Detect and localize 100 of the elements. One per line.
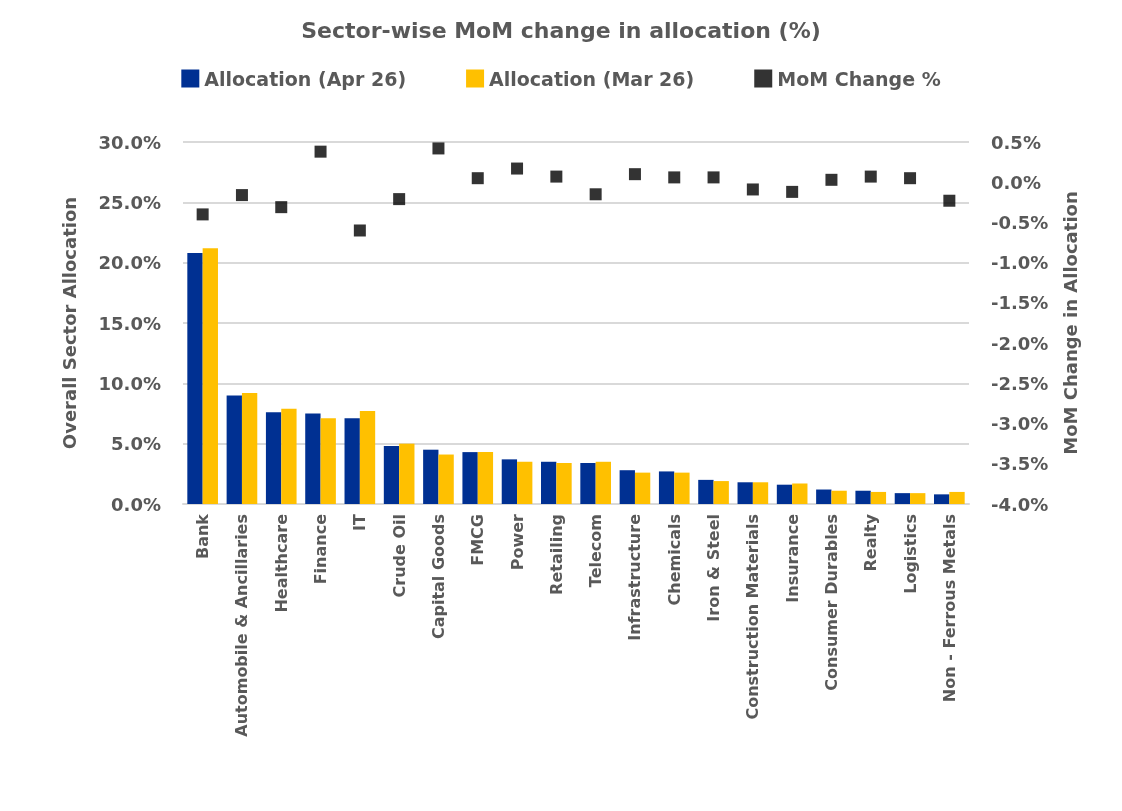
y2-tick-label: -1.5%	[991, 292, 1049, 314]
point	[707, 171, 720, 184]
point	[904, 172, 917, 185]
x-tick-label: Finance	[311, 513, 331, 585]
x-tick-label: Retailing	[546, 514, 566, 595]
y-tick-label: 5.0%	[111, 433, 161, 455]
bar	[580, 462, 596, 504]
point	[196, 208, 209, 221]
bar	[949, 491, 965, 504]
y2-tick-label: 0.5%	[991, 131, 1041, 153]
bar	[894, 493, 911, 504]
y-tick-label: 0.0%	[111, 493, 161, 515]
y2-tick-label: -0.5%	[991, 211, 1049, 233]
bar	[831, 490, 847, 504]
y2-axis-title: MoM Change in Allocation	[1059, 191, 1081, 455]
x-tick-label: Construction Materials	[743, 514, 763, 720]
bar	[816, 489, 832, 504]
bar	[226, 395, 242, 504]
bar	[399, 443, 415, 504]
y-axis-title: Overall Sector Allocation	[58, 196, 80, 450]
x-tick-label: Capital Goods	[428, 514, 448, 640]
y2-tick-label: -1.0%	[991, 252, 1049, 274]
bar	[634, 472, 651, 504]
bar	[674, 472, 690, 504]
bar	[305, 413, 321, 504]
bar	[383, 446, 400, 504]
x-tick-label: FMCG	[468, 514, 488, 566]
x-tick-label: Bank	[193, 513, 213, 560]
x-tick-label: Iron & Steel	[704, 514, 724, 622]
bar	[344, 418, 360, 504]
bar	[619, 470, 635, 504]
point	[511, 162, 524, 175]
y-tick-label: 15.0%	[98, 312, 161, 334]
bar	[359, 411, 376, 504]
x-tick-label: Telecom	[586, 514, 606, 588]
y-tick-label: 20.0%	[98, 252, 161, 274]
y-tick-label: 25.0%	[98, 191, 161, 213]
bar	[501, 459, 518, 504]
x-tick-label: IT	[350, 513, 370, 531]
x-tick-label: Healthcare	[271, 513, 291, 613]
bar	[870, 491, 887, 504]
bar	[477, 452, 494, 504]
x-tick-label: Logistics	[900, 514, 920, 594]
point	[432, 142, 445, 155]
x-tick-label: Realty	[861, 513, 881, 572]
y2-tick-label: -3.5%	[991, 453, 1049, 475]
point	[825, 173, 838, 186]
point	[628, 168, 641, 181]
point	[668, 171, 681, 184]
bar	[934, 494, 950, 504]
y2-tick-label: -3.0%	[991, 413, 1049, 435]
x-tick-label: Power	[507, 513, 527, 571]
x-tick-label: Automobile & Ancillaries	[232, 514, 252, 737]
y2-tick-label: -4.0%	[991, 493, 1049, 515]
bar	[855, 490, 871, 504]
point	[235, 189, 248, 202]
bar	[698, 479, 714, 504]
bar	[320, 418, 336, 504]
point	[393, 193, 406, 206]
x-tick-label: Insurance	[782, 513, 802, 603]
point	[550, 170, 563, 183]
point	[864, 170, 877, 183]
point	[471, 172, 484, 185]
bar	[187, 253, 203, 504]
bar	[517, 461, 533, 504]
bar	[910, 493, 926, 504]
bar	[792, 483, 808, 504]
bar	[737, 482, 753, 504]
point	[314, 145, 327, 158]
bar	[462, 452, 478, 504]
y2-tick-label: -2.0%	[991, 332, 1049, 354]
legend-label: Allocation (Apr 26)	[204, 67, 407, 90]
x-tick-label: Infrastructure	[625, 513, 645, 641]
bar	[776, 484, 793, 504]
bar	[556, 462, 572, 504]
x-tick-label: Non - Ferrous Metals	[939, 514, 959, 703]
chart-title: Sector-wise MoM change in allocation (%)	[301, 17, 821, 43]
bar	[752, 482, 769, 504]
bar	[595, 461, 611, 504]
bar	[658, 471, 675, 504]
bar	[265, 412, 282, 504]
legend-label: MoM Change %	[777, 67, 941, 90]
point	[275, 201, 288, 214]
point	[589, 188, 602, 201]
point	[746, 183, 759, 196]
bar	[202, 248, 218, 504]
y2-tick-label: -2.5%	[991, 372, 1049, 394]
point	[786, 185, 799, 198]
bar	[241, 392, 258, 504]
bar	[541, 461, 557, 504]
x-tick-label: Chemicals	[664, 514, 684, 606]
bar	[423, 449, 439, 504]
bar	[281, 408, 297, 504]
point	[353, 224, 366, 237]
y-tick-label: 10.0%	[98, 372, 161, 394]
y-tick-label: 30.0%	[98, 131, 161, 153]
x-tick-label: Consumer Durables	[821, 514, 841, 691]
x-tick-label: Crude Oil	[389, 514, 409, 598]
bar	[713, 481, 729, 504]
bar	[438, 454, 454, 504]
